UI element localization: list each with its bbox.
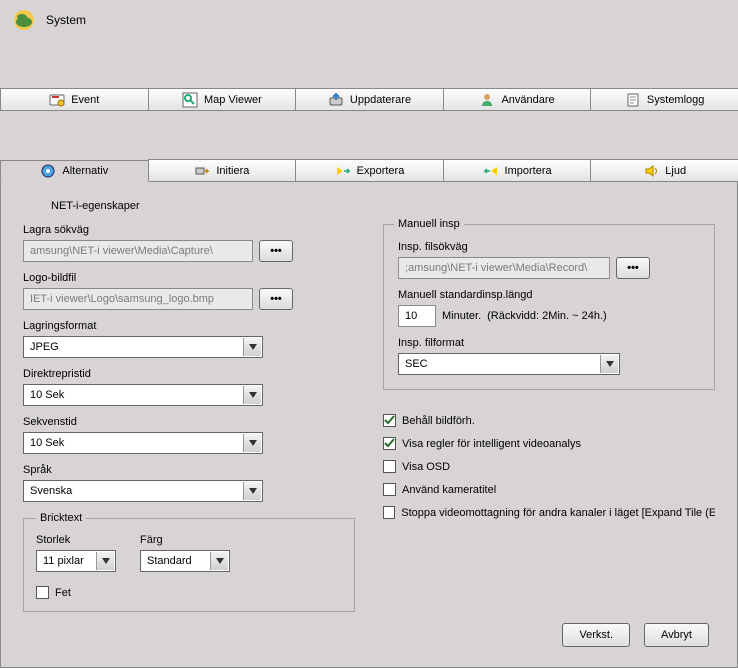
action-buttons: Verkst. Avbryt — [562, 623, 709, 647]
tab-updater[interactable]: Uppdaterare — [295, 88, 444, 110]
tab-initiera[interactable]: Initiera — [148, 159, 297, 181]
browse-record-path-button[interactable]: ••• — [616, 257, 650, 279]
keep-aspect-label: Behåll bildförh. — [402, 415, 475, 427]
tab-systemlog[interactable]: Systemlogg — [590, 88, 738, 110]
export-icon — [335, 163, 351, 179]
storage-format-label: Lagringsformat — [23, 320, 355, 332]
chevron-down-icon — [243, 386, 261, 404]
tab-label: Initiera — [216, 165, 249, 177]
bricktext-group: Bricktext Storlek 11 pixlar Färg Standar… — [23, 512, 355, 612]
storage-format-select[interactable]: JPEG — [23, 336, 263, 358]
record-path-label: Insp. filsökväg — [398, 241, 700, 253]
select-value: SEC — [405, 358, 428, 370]
section-title: NET-i-egenskaper — [51, 200, 715, 212]
color-label: Färg — [140, 534, 230, 546]
color-select[interactable]: Standard — [140, 550, 230, 572]
tab-label: Event — [71, 94, 99, 106]
select-value: Svenska — [30, 485, 72, 497]
event-icon — [49, 92, 65, 108]
tab-label: Uppdaterare — [350, 94, 411, 106]
show-osd-checkbox[interactable] — [383, 460, 396, 473]
store-path-input — [23, 240, 253, 262]
tab-label: Exportera — [357, 165, 405, 177]
size-label: Storlek — [36, 534, 116, 546]
cancel-button[interactable]: Avbryt — [644, 623, 709, 647]
manual-record-legend: Manuell insp — [394, 218, 464, 230]
record-format-label: Insp. filformat — [398, 337, 700, 349]
tab-users[interactable]: Användare — [443, 88, 592, 110]
select-value: 10 Sek — [30, 437, 64, 449]
tab-alternativ[interactable]: Alternativ — [0, 160, 149, 182]
user-icon — [479, 92, 495, 108]
stop-video-label: Stoppa videomottagning för andra kanaler… — [401, 507, 715, 519]
tab-label: Alternativ — [62, 165, 108, 177]
show-osd-label: Visa OSD — [402, 461, 450, 473]
bold-checkbox[interactable] — [36, 586, 49, 599]
record-length-input[interactable] — [398, 305, 436, 327]
language-select[interactable]: Svenska — [23, 480, 263, 502]
tab-ljud[interactable]: Ljud — [590, 159, 738, 181]
direct-replay-select[interactable]: 10 Sek — [23, 384, 263, 406]
stop-video-checkbox[interactable] — [383, 506, 395, 519]
sequence-time-select[interactable]: 10 Sek — [23, 432, 263, 454]
chevron-down-icon — [210, 552, 228, 570]
chevron-down-icon — [243, 434, 261, 452]
logo-file-label: Logo-bildfil — [23, 272, 355, 284]
tab-label: Systemlogg — [647, 94, 704, 106]
init-icon — [194, 163, 210, 179]
sound-icon — [643, 163, 659, 179]
chevron-down-icon — [243, 482, 261, 500]
show-rules-checkbox[interactable] — [383, 437, 396, 450]
tab-label: Map Viewer — [204, 94, 262, 106]
store-path-label: Lagra sökväg — [23, 224, 355, 236]
language-label: Språk — [23, 464, 355, 476]
keep-aspect-checkbox[interactable] — [383, 414, 396, 427]
record-format-select[interactable]: SEC — [398, 353, 620, 375]
bricktext-legend: Bricktext — [36, 512, 86, 524]
tab-exportera[interactable]: Exportera — [295, 159, 444, 181]
left-column: Lagra sökväg ••• Logo-bildfil ••• Lagrin… — [23, 224, 355, 612]
tab-label: Importera — [505, 165, 552, 177]
browse-logo-button[interactable]: ••• — [259, 288, 293, 310]
apply-button[interactable]: Verkst. — [562, 623, 630, 647]
header: System — [0, 0, 738, 40]
secondary-tabs: Alternativ Initiera Exportera Importera … — [0, 159, 738, 182]
logo-file-input — [23, 288, 253, 310]
bold-label: Fet — [55, 587, 71, 599]
chevron-down-icon — [96, 552, 114, 570]
primary-tabs: Event Map Viewer Uppdaterare Användare S… — [0, 88, 738, 111]
size-select[interactable]: 11 pixlar — [36, 550, 116, 572]
record-length-label: Manuell standardinsp.längd — [398, 289, 700, 301]
log-icon — [625, 92, 641, 108]
sequence-time-label: Sekvenstid — [23, 416, 355, 428]
map-icon — [182, 92, 198, 108]
record-path-input — [398, 257, 610, 279]
content-panel: NET-i-egenskaper Lagra sökväg ••• Logo-b… — [0, 182, 738, 668]
use-camera-title-checkbox[interactable] — [383, 483, 396, 496]
updater-icon — [328, 92, 344, 108]
chevron-down-icon — [600, 355, 618, 373]
record-length-unit: Minuter. — [442, 310, 481, 322]
import-icon — [483, 163, 499, 179]
select-value: 10 Sek — [30, 389, 64, 401]
tab-label: Användare — [501, 94, 554, 106]
tab-event[interactable]: Event — [0, 88, 149, 110]
select-value: 11 pixlar — [43, 555, 84, 567]
select-value: Standard — [147, 555, 192, 567]
tab-importera[interactable]: Importera — [443, 159, 592, 181]
page-title: System — [46, 13, 86, 27]
options-icon — [40, 163, 56, 179]
manual-record-group: Manuell insp Insp. filsökväg ••• Manuell… — [383, 224, 715, 390]
tab-map-viewer[interactable]: Map Viewer — [148, 88, 297, 110]
direct-replay-label: Direktrepristid — [23, 368, 355, 380]
use-camera-title-label: Använd kameratitel — [402, 484, 496, 496]
select-value: JPEG — [30, 341, 59, 353]
browse-store-path-button[interactable]: ••• — [259, 240, 293, 262]
record-length-range: (Räckvidd: 2Min. ~ 24h.) — [487, 310, 607, 322]
tab-label: Ljud — [665, 165, 686, 177]
show-rules-label: Visa regler för intelligent videoanalys — [402, 438, 581, 450]
chevron-down-icon — [243, 338, 261, 356]
right-column: Manuell insp Insp. filsökväg ••• Manuell… — [383, 224, 715, 612]
system-icon — [12, 8, 36, 32]
